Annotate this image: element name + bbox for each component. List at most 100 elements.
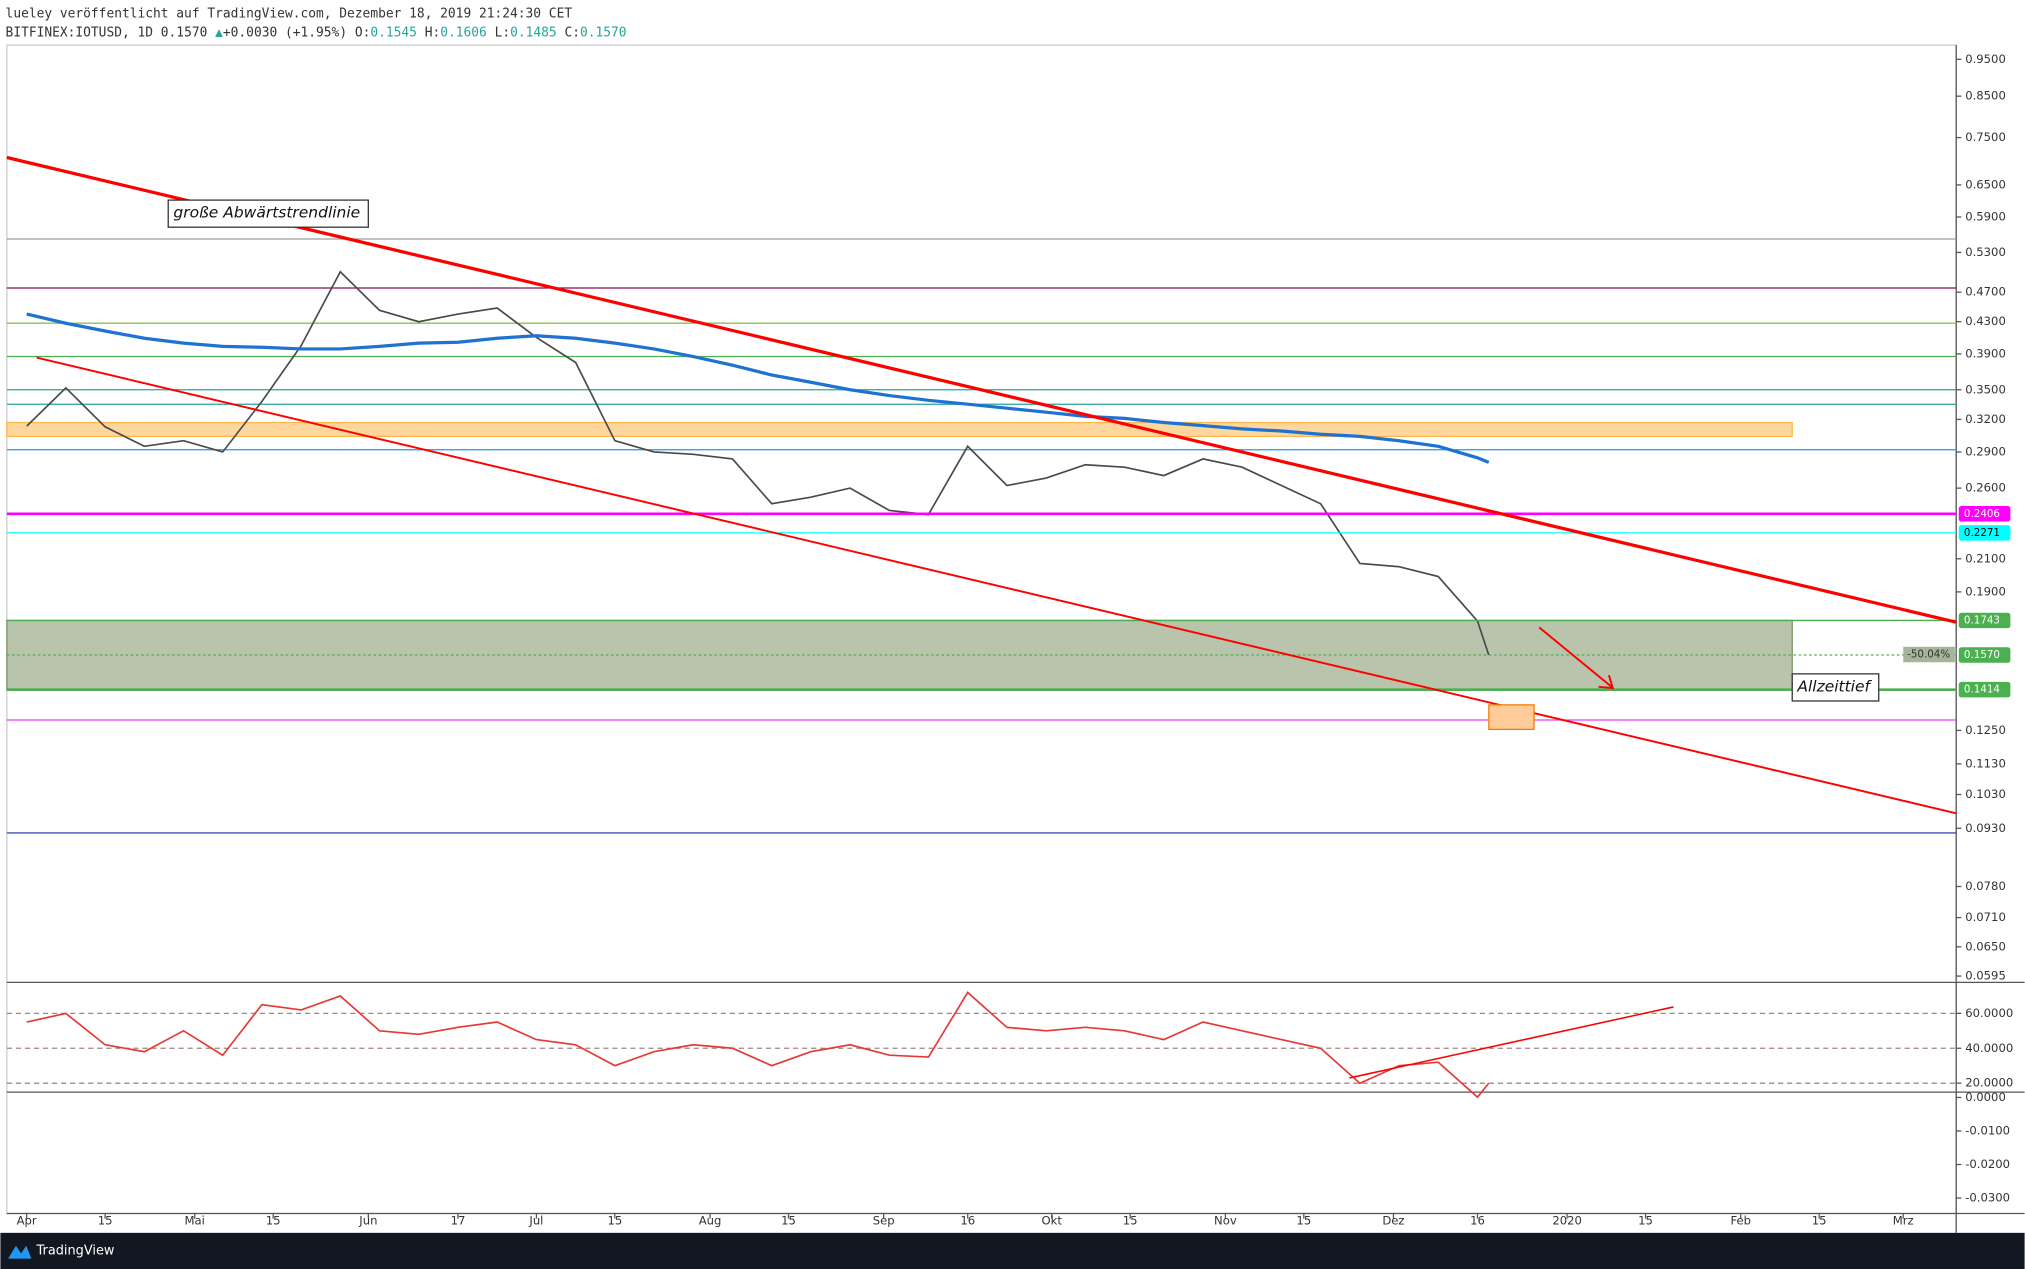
- price-label-bg: [1958, 681, 2011, 698]
- annotation: Allzeittief: [1796, 677, 1872, 695]
- y-tick-label: 0.3200: [1965, 412, 2006, 426]
- price-label-bg: [1958, 612, 2011, 629]
- target-box: [1488, 704, 1535, 731]
- header: lueley veröffentlicht auf TradingView.co…: [6, 7, 627, 40]
- annotation-box: [1791, 673, 1880, 702]
- y-tick-label: 0.0780: [1965, 879, 2006, 893]
- x-tick-label: 15: [1296, 1214, 1311, 1228]
- y-tick-label: -0.0300: [1965, 1191, 2010, 1205]
- x-tick-label: 15: [781, 1214, 796, 1228]
- y-tick-label: 0.9500: [1965, 52, 2006, 66]
- x-tick-label: 15: [1638, 1214, 1653, 1228]
- x-tick-label: 15: [1123, 1214, 1138, 1228]
- y-tick-label: 0.0930: [1965, 821, 2006, 835]
- arrow-head: [1598, 674, 1615, 690]
- zone: [6, 619, 1793, 691]
- x-tick-label: Okt: [1042, 1214, 1063, 1228]
- y-tick-label: 0.8500: [1965, 89, 2006, 103]
- x-tick-label: Nov: [1214, 1214, 1237, 1228]
- l: 0.1485: [510, 25, 557, 40]
- y-tick-label: -0.0200: [1965, 1157, 2010, 1171]
- x-tick-label: 16: [960, 1214, 975, 1228]
- x-tick-label: Mrz: [1893, 1214, 1914, 1228]
- x-tick-label: 2020: [1552, 1214, 1582, 1228]
- y-tick-label: 0.5300: [1965, 245, 2006, 259]
- c: 0.1570: [580, 25, 627, 40]
- x-tick-label: Sep: [873, 1214, 895, 1228]
- last: 0.1570: [161, 25, 208, 40]
- price-label-bg: [1958, 506, 2011, 522]
- series-line: [26, 270, 1490, 656]
- footer: [0, 1232, 2025, 1269]
- y-tick-label: 0.7500: [1965, 130, 2006, 144]
- trendline: [6, 155, 1957, 624]
- y-tick-label: 0.4300: [1965, 314, 2006, 328]
- x-tick-label: Jul: [528, 1214, 543, 1228]
- price-label-bg: [1958, 525, 2011, 541]
- x-tick-label: 15: [98, 1214, 113, 1228]
- y-tick-label: 0.4700: [1965, 285, 2006, 299]
- o-label: O:: [355, 25, 371, 40]
- y-tick-label: 0.6500: [1965, 177, 2006, 191]
- change: +0.0030: [223, 25, 277, 40]
- x-tick-label: Apr: [17, 1214, 37, 1228]
- y-tick-label: 0.3900: [1965, 346, 2006, 360]
- symbol: BITFINEX:IOTUSD, 1D: [6, 25, 153, 40]
- x-tick-label: Jun: [358, 1214, 377, 1228]
- y-tick-label: 0.0710: [1965, 910, 2006, 924]
- y-tick-label: 0.3500: [1965, 382, 2006, 396]
- x-tick-label: Dez: [1382, 1214, 1404, 1228]
- annotation: große Abwärtstrendlinie: [173, 204, 360, 222]
- y-tick-label: 0.0000: [1965, 1090, 2006, 1104]
- y-tick-label: 40.0000: [1965, 1041, 2013, 1055]
- y-tick-label: 60.0000: [1965, 1006, 2013, 1020]
- arrow: ▲: [215, 25, 223, 40]
- symbol-line: BITFINEX:IOTUSD, 1D 0.1570 ▲+0.0030 (+1.…: [6, 25, 627, 40]
- price-label: 0.1570: [1964, 649, 2000, 661]
- x-tick-label: 17: [451, 1214, 466, 1228]
- y-tick-label: 0.2100: [1965, 551, 2006, 565]
- y-tick-label: 0.1130: [1965, 756, 2006, 770]
- y-tick-label: 0.0595: [1965, 969, 2006, 983]
- rsi-trendline: [1349, 1006, 1674, 1079]
- y-tick-label: -0.0100: [1965, 1123, 2010, 1137]
- x-tick-label: 16: [1470, 1214, 1485, 1228]
- l-label: L:: [495, 25, 511, 40]
- price-label: 0.1743: [1964, 614, 2000, 626]
- price-label-bg: [1958, 647, 2011, 663]
- x-tick-label: Aug: [699, 1214, 722, 1228]
- o: 0.1545: [370, 25, 417, 40]
- publish-line: lueley veröffentlicht auf TradingView.co…: [6, 7, 573, 22]
- pct-label: -50.04%: [1907, 649, 1950, 661]
- logo: [8, 1245, 32, 1259]
- zone: [6, 421, 1793, 438]
- y-tick-label: 0.1900: [1965, 584, 2006, 598]
- x-tick-label: 15: [1812, 1214, 1827, 1228]
- y-tick-label: 0.2600: [1965, 481, 2006, 495]
- y-tick-label: 0.0650: [1965, 939, 2006, 953]
- pct: (+1.95%): [285, 25, 347, 40]
- x-tick-label: 15: [607, 1214, 622, 1228]
- y-tick-label: 0.2900: [1965, 444, 2006, 458]
- x-tick-label: 15: [266, 1214, 281, 1228]
- x-tick-label: Mai: [185, 1214, 205, 1228]
- h: 0.1606: [440, 25, 487, 40]
- h-label: H:: [425, 25, 441, 40]
- y-tick-label: 20.0000: [1965, 1076, 2013, 1090]
- price-label: 0.2406: [1964, 508, 2000, 520]
- arrow: [1538, 626, 1613, 688]
- pct-box: [1903, 646, 1955, 663]
- y-tick-label: 0.1030: [1965, 787, 2006, 801]
- price-label: 0.1414: [1964, 684, 2000, 696]
- series-line: [26, 312, 1490, 464]
- trendline: [36, 356, 1957, 815]
- price-label: 0.2271: [1964, 527, 2000, 539]
- annotation-box: [167, 199, 369, 228]
- x-tick-label: Feb: [1730, 1214, 1751, 1228]
- brand: TradingView: [36, 1243, 115, 1258]
- plot-layer: 0.9500 0.8500 0.7500 0.6500 0.5900 0.5300 0.47…: [6, 52, 2013, 1228]
- c-label: C:: [564, 25, 580, 40]
- y-tick-label: 0.5900: [1965, 209, 2006, 223]
